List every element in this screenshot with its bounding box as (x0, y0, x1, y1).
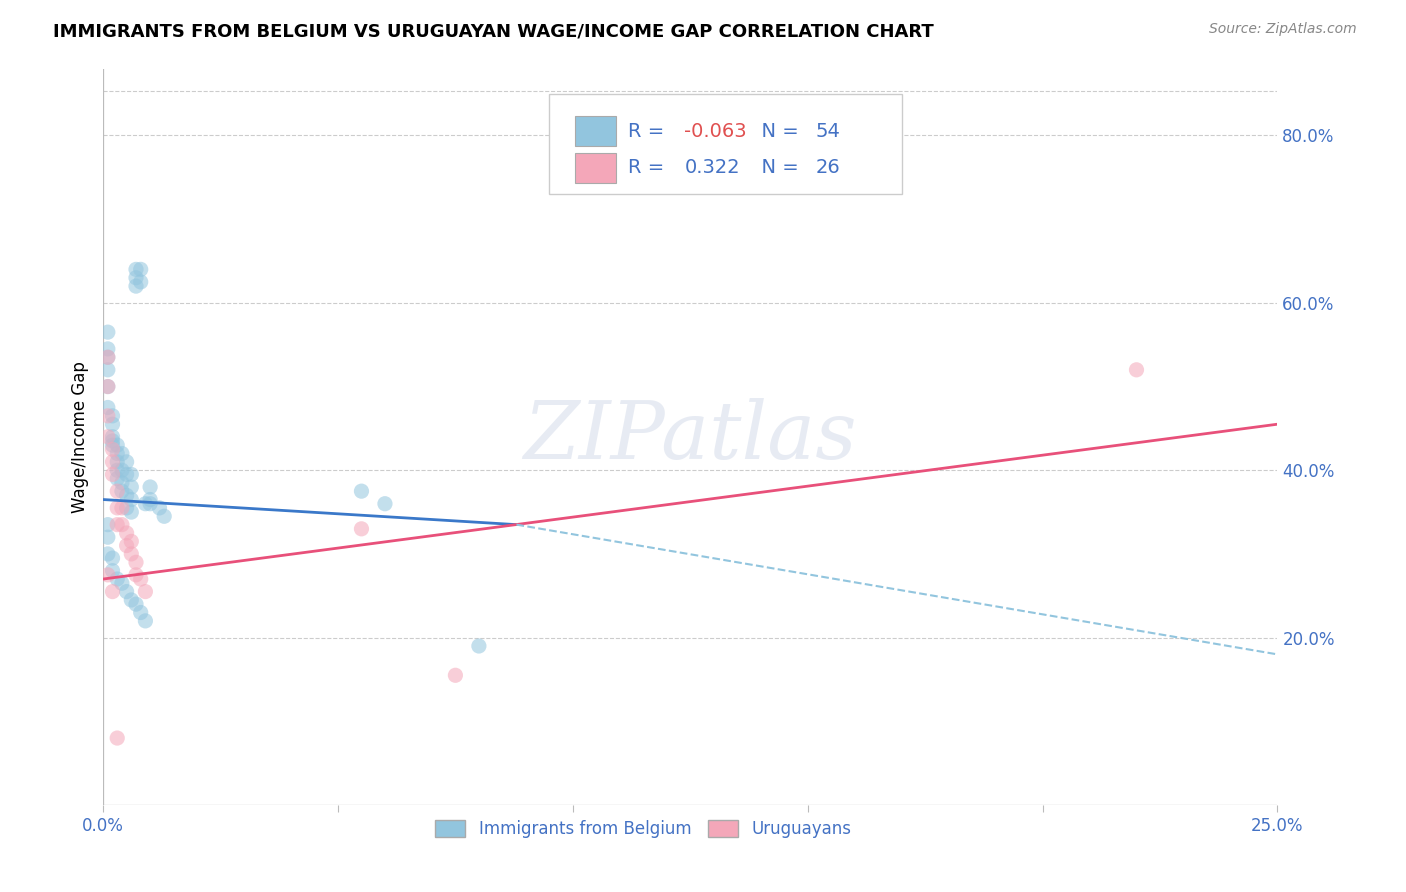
Text: N =: N = (749, 159, 806, 178)
Point (101, 434, 124, 448)
Point (115, 455, 138, 469)
Text: R =: R = (628, 159, 676, 178)
Point (111, 446, 134, 460)
Point (125, 555, 148, 569)
Text: Source: ZipAtlas.com: Source: ZipAtlas.com (1209, 22, 1357, 37)
Text: ZIPatlas: ZIPatlas (523, 398, 858, 475)
Point (105, 446, 128, 460)
Point (97, 351, 120, 365)
Point (97, 363, 120, 377)
Point (120, 593, 142, 607)
Point (97, 379, 120, 393)
Point (97, 530, 120, 544)
Point (97, 401, 120, 415)
Point (97, 409, 120, 423)
Point (1125, 363, 1147, 377)
Point (129, 262, 152, 277)
Bar (575, 153, 616, 183)
Point (115, 539, 138, 553)
Point (101, 409, 124, 423)
Point (101, 467, 124, 482)
Point (105, 500, 128, 515)
Point (101, 564, 124, 578)
Point (101, 438, 124, 452)
Point (148, 500, 170, 515)
Point (105, 455, 128, 469)
Point (125, 270, 148, 285)
Text: -0.063: -0.063 (685, 121, 747, 141)
Point (105, 484, 128, 499)
Point (105, 731, 128, 745)
Point (115, 488, 138, 502)
Point (101, 430, 124, 444)
Point (97, 547, 120, 561)
Point (129, 606, 152, 620)
Point (111, 463, 134, 477)
Point (97, 517, 120, 532)
Legend: Immigrants from Belgium, Uruguayans: Immigrants from Belgium, Uruguayans (429, 813, 858, 845)
Point (101, 455, 124, 469)
Point (120, 467, 142, 482)
Point (101, 442, 124, 457)
Text: 54: 54 (815, 121, 841, 141)
Point (468, 639, 491, 653)
Point (115, 467, 138, 482)
Point (129, 275, 152, 289)
Text: R =: R = (628, 121, 671, 141)
Point (350, 522, 373, 536)
Point (97, 379, 120, 393)
Point (101, 417, 124, 432)
Text: N =: N = (749, 121, 806, 141)
Point (444, 668, 467, 682)
Point (105, 572, 128, 586)
Point (139, 492, 162, 507)
Bar (575, 116, 616, 146)
Y-axis label: Wage/Income Gap: Wage/Income Gap (72, 361, 89, 513)
Point (105, 472, 128, 486)
Point (105, 517, 128, 532)
Point (134, 497, 156, 511)
Point (97, 430, 120, 444)
Point (125, 567, 148, 582)
Point (134, 614, 156, 628)
Point (350, 484, 373, 499)
Point (105, 438, 128, 452)
Point (374, 497, 396, 511)
Point (101, 584, 124, 599)
Point (115, 526, 138, 541)
Point (111, 484, 134, 499)
FancyBboxPatch shape (550, 95, 901, 194)
Point (97, 342, 120, 356)
Point (111, 475, 134, 490)
Point (139, 497, 162, 511)
Point (105, 463, 128, 477)
Point (115, 584, 138, 599)
Point (120, 480, 142, 494)
Text: 0.322: 0.322 (685, 159, 740, 178)
Point (120, 505, 142, 519)
Text: 26: 26 (815, 159, 841, 178)
Point (134, 584, 156, 599)
Text: IMMIGRANTS FROM BELGIUM VS URUGUAYAN WAGE/INCOME GAP CORRELATION CHART: IMMIGRANTS FROM BELGIUM VS URUGUAYAN WAG… (53, 22, 934, 40)
Point (111, 517, 134, 532)
Point (125, 597, 148, 611)
Point (97, 351, 120, 365)
Point (129, 572, 152, 586)
Point (97, 325, 120, 339)
Point (153, 509, 176, 524)
Point (97, 567, 120, 582)
Point (125, 262, 148, 277)
Point (101, 551, 124, 566)
Point (115, 500, 138, 515)
Point (120, 534, 142, 549)
Point (111, 576, 134, 591)
Point (120, 492, 142, 507)
Point (120, 547, 142, 561)
Point (125, 279, 148, 293)
Point (111, 500, 134, 515)
Point (139, 480, 162, 494)
